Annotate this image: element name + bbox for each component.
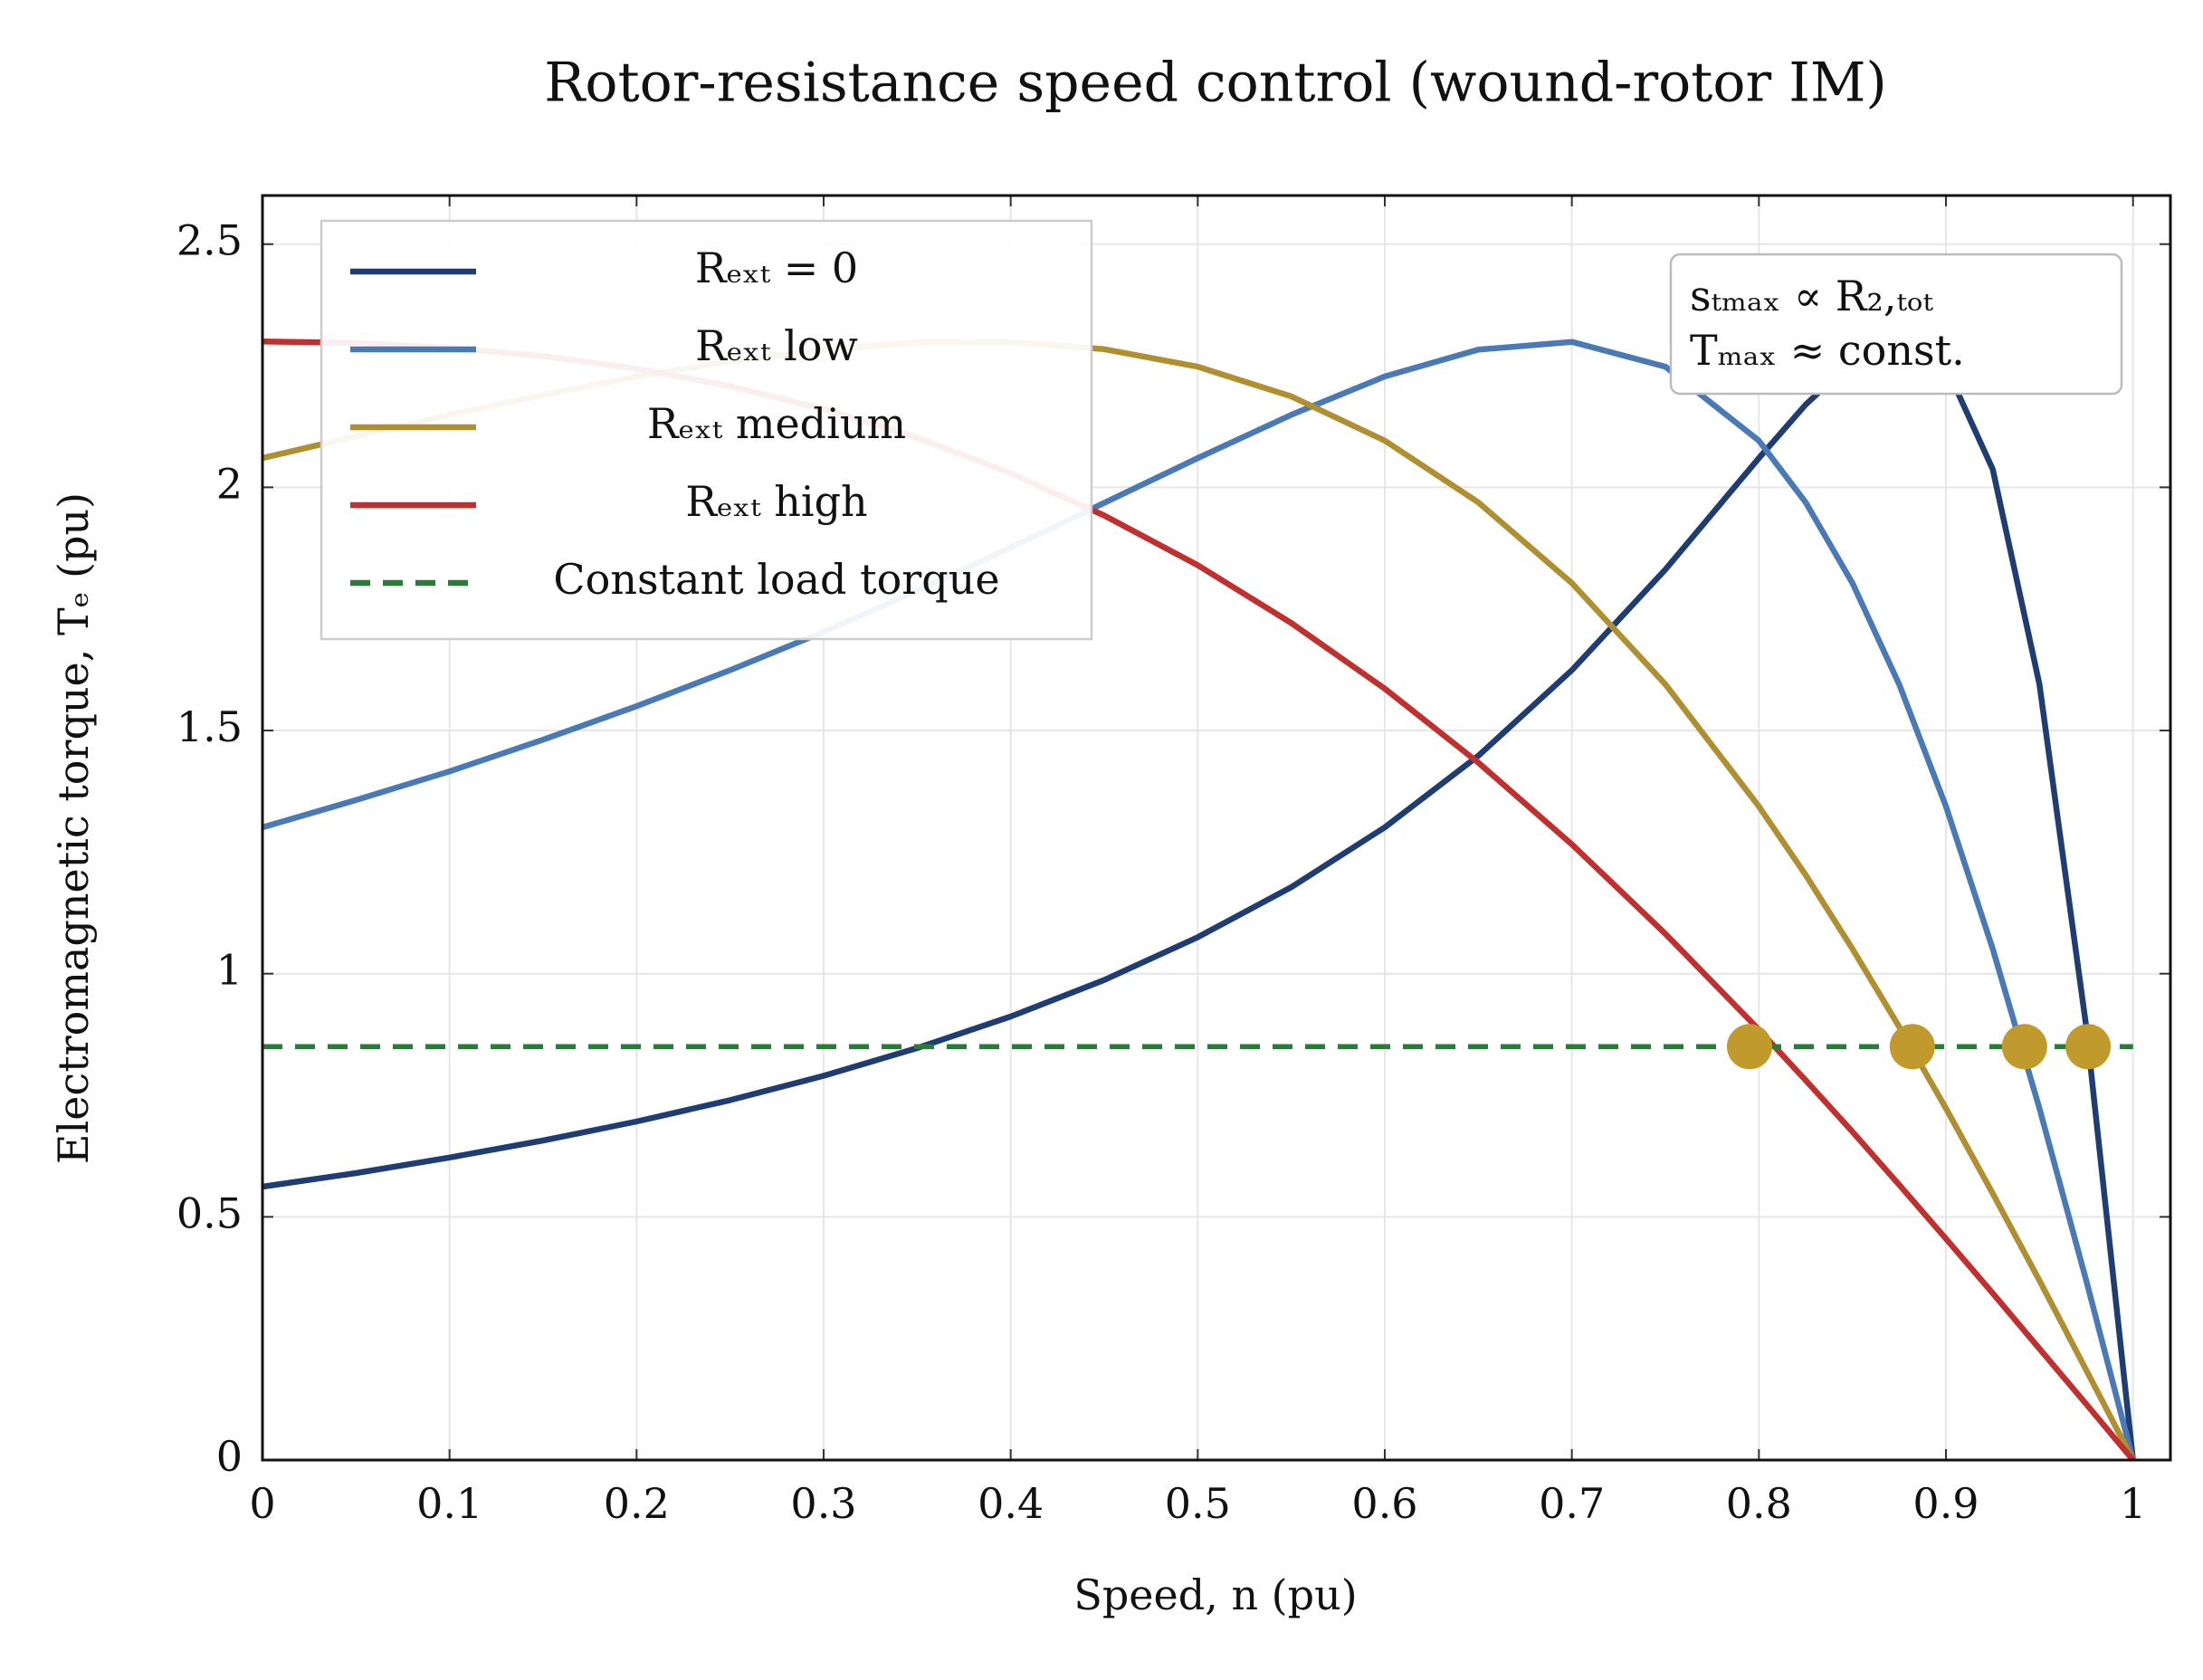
operating-point (1889, 1024, 1935, 1070)
y-axis-label: Electromagnetic torque, Tₑ (pu) (49, 492, 98, 1164)
y-tick-label: 1 (216, 946, 243, 995)
annotation-box (1669, 253, 2123, 396)
x-tick-label: 0.1 (416, 1479, 482, 1528)
operating-point (2001, 1024, 2047, 1070)
x-tick-label: 0.4 (978, 1479, 1044, 1528)
series-line (262, 339, 2136, 1461)
y-tick-label: 2.5 (176, 216, 243, 265)
x-tick-label: 0.7 (1539, 1479, 1605, 1528)
annotation-text: Tₘₐₓ ≈ const. (1690, 326, 1965, 375)
legend-label: Rₑₓₜ low (695, 321, 858, 370)
x-tick-label: 0 (249, 1479, 275, 1528)
y-tick-label: 0 (216, 1432, 243, 1481)
operating-point (2065, 1024, 2112, 1070)
legend-label: Rₑₓₜ = 0 (695, 243, 858, 292)
legend-label: Rₑₓₜ high (685, 477, 867, 526)
annotation-text: sₜₘₐₓ ∝ R₂,ₜₒₜ (1690, 272, 1934, 320)
x-tick-label: 1 (2120, 1479, 2146, 1528)
y-tick-label: 1.5 (176, 702, 243, 751)
x-tick-label: 0.6 (1351, 1479, 1417, 1528)
x-axis-label: Speed, n (pu) (1073, 1570, 1357, 1619)
x-tick-label: 0.9 (1912, 1479, 1979, 1528)
chart-title: Rotor-resistance speed control (wound-ro… (544, 52, 1887, 115)
x-tick-label: 0.2 (604, 1479, 670, 1528)
x-tick-label: 0.3 (790, 1479, 856, 1528)
legend-label: Constant load torque (553, 555, 999, 604)
operating-point (1727, 1024, 1772, 1070)
plot-frame (261, 194, 2172, 1462)
x-tick-label: 0.8 (1726, 1479, 1792, 1528)
x-tick-label: 0.5 (1165, 1479, 1231, 1528)
y-tick-label: 2 (216, 459, 243, 508)
y-tick-label: 0.5 (176, 1188, 243, 1237)
legend-label: Rₑₓₜ medium (647, 399, 906, 448)
